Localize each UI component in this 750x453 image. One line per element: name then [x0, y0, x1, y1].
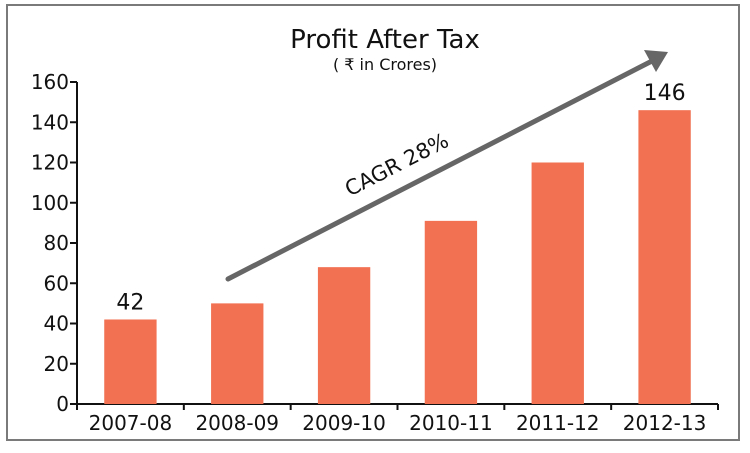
y-axis: 0 20 40 60 80 100 120 140 160 [31, 70, 78, 416]
y-tick-label: 40 [44, 312, 69, 336]
bar-2012-13 [638, 110, 691, 405]
data-label-2007-08: 42 [116, 290, 144, 315]
bar-2010-11 [424, 220, 478, 404]
chart-title: Profit After Tax [290, 25, 480, 55]
bar-2007-08 [104, 319, 157, 404]
bar-2009-10 [317, 267, 371, 404]
x-tick-label: 2010-11 [409, 411, 493, 435]
bar-2008-09 [211, 303, 264, 404]
y-tick-label: 0 [56, 392, 69, 416]
data-labels: 42 146 [116, 81, 685, 315]
x-tick-label: 2007-08 [89, 411, 173, 435]
y-tick-label: 20 [44, 352, 69, 376]
y-tick-label: 80 [44, 231, 69, 255]
data-label-2012-13: 146 [644, 81, 686, 106]
x-axis: 2007-08 2008-09 2009-10 2010-11 2011-12 2012-… [70, 403, 719, 435]
x-tick-label: 2009-10 [302, 411, 386, 435]
x-tick-label: 2011-12 [516, 411, 600, 435]
y-tick-label: 140 [31, 110, 69, 134]
cagr-arrow-head [644, 50, 668, 72]
y-tick-label: 160 [31, 70, 69, 94]
y-tick-label: 100 [31, 191, 69, 215]
x-tick-label: 2012-13 [623, 411, 707, 435]
bars [104, 110, 691, 405]
y-tick-label: 120 [31, 151, 69, 175]
y-tick-label: 60 [44, 271, 69, 295]
x-tick-label: 2008-09 [195, 411, 279, 435]
bar-2011-12 [531, 162, 584, 404]
chart-subtitle: ( ₹ in Crores) [333, 55, 437, 74]
cagr-arrow [225, 58, 655, 282]
